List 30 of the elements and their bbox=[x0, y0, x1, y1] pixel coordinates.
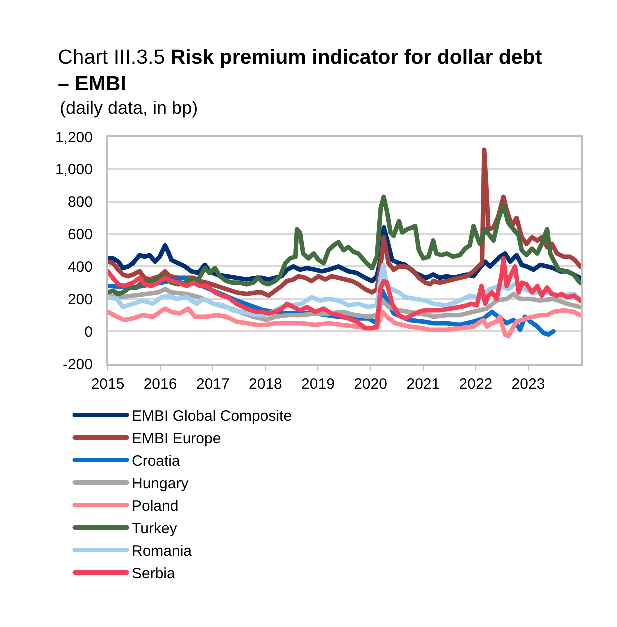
x-tick-label: 2016 bbox=[144, 376, 178, 393]
legend-label: Turkey bbox=[132, 520, 178, 538]
chart-subtitle: (daily data, in bp) bbox=[60, 98, 198, 118]
y-tick-label: 1,200 bbox=[55, 129, 93, 146]
legend-label: Serbia bbox=[132, 566, 176, 583]
y-tick-label: 0 bbox=[84, 324, 93, 341]
x-tick-label: 2019 bbox=[302, 376, 335, 393]
legend-label: EMBI Europe bbox=[132, 430, 222, 448]
line-series bbox=[108, 306, 581, 339]
legend-label: Poland bbox=[132, 498, 179, 516]
x-tick-label: 2020 bbox=[354, 376, 388, 393]
x-tick-label: 2021 bbox=[406, 376, 440, 393]
legend-label: Croatia bbox=[132, 453, 182, 470]
line-series bbox=[108, 194, 581, 297]
x-tick-label: 2023 bbox=[512, 376, 546, 393]
line-series bbox=[108, 256, 581, 331]
y-tick-label: 1,000 bbox=[55, 162, 93, 179]
y-tick-label: -200 bbox=[62, 356, 93, 374]
x-tick-label: 2022 bbox=[459, 376, 493, 393]
legend-label: EMBI Global Composite bbox=[132, 408, 292, 426]
y-tick-label: 800 bbox=[68, 194, 93, 212]
legend-label: Hungary bbox=[132, 476, 190, 493]
y-tick-label: 400 bbox=[68, 258, 93, 276]
x-tick-label: 2018 bbox=[249, 376, 282, 393]
y-tick-label: 200 bbox=[68, 291, 93, 308]
x-tick-label: 2017 bbox=[196, 376, 230, 393]
x-tick-label: 2015 bbox=[91, 376, 125, 393]
legend-label: Romania bbox=[132, 543, 193, 560]
chart-title: Chart III.3.5 Risk premium indicator for dollar debt – EMBI bbox=[58, 46, 542, 96]
y-tick-label: 600 bbox=[68, 226, 93, 244]
